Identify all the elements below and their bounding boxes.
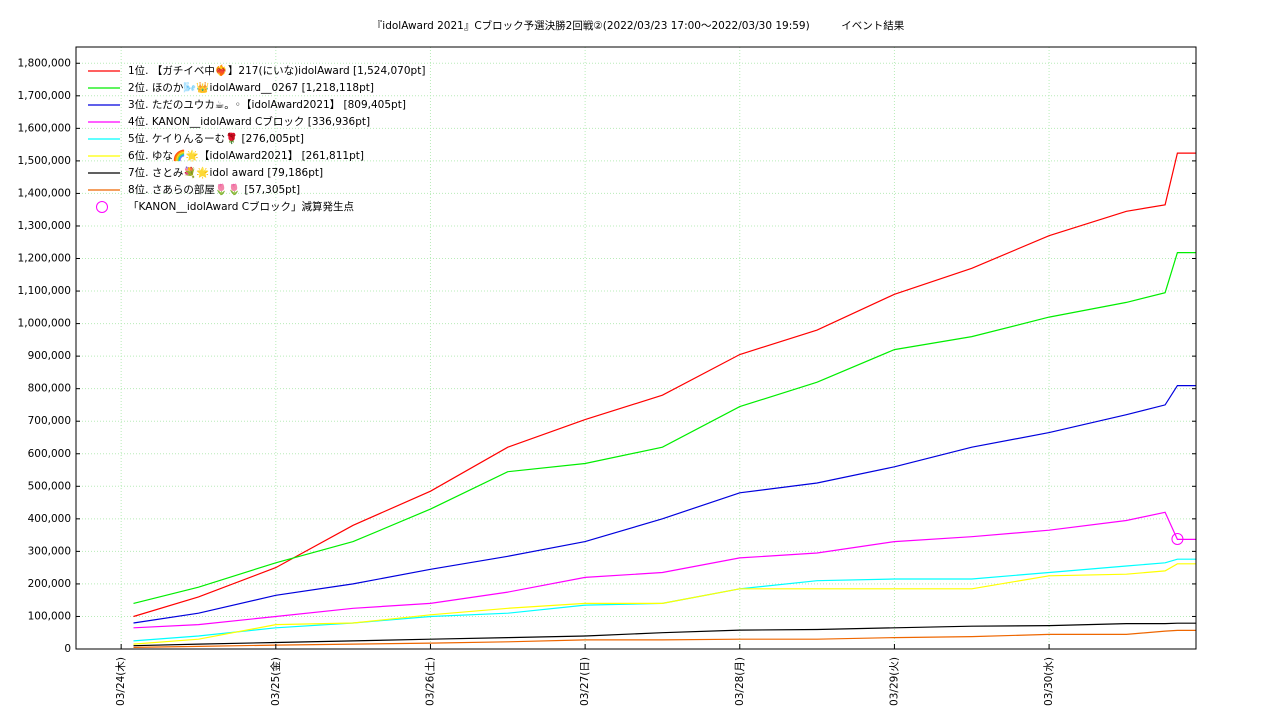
legend-label: 4位. KANON__idolAward Cブロック [336,936pt]	[128, 115, 370, 128]
y-tick-label: 1,500,000	[18, 155, 71, 167]
legend: 1位. 【ガチイベ中❤️‍🔥】217(にいな)idolAward [1,524,…	[88, 64, 425, 213]
legend-label: 1位. 【ガチイベ中❤️‍🔥】217(にいな)idolAward [1,524,…	[128, 64, 425, 77]
series-line	[133, 252, 1196, 604]
x-tick-label: 03/29(火)	[888, 657, 900, 706]
y-tick-label: 1,800,000	[18, 57, 71, 69]
legend-label: 8位. さあらの部屋🌷🌷 [57,305pt]	[128, 183, 300, 196]
x-tick-label: 03/30(水)	[1043, 657, 1055, 706]
lines	[133, 152, 1196, 648]
legend-label: 2位. ほのか🌬️👑idolAward__0267 [1,218,118pt]	[128, 81, 374, 94]
legend-label: 5位. ケイりんるーむ🌹 [276,005pt]	[128, 132, 304, 145]
legend-marker	[96, 201, 108, 213]
x-tick-label: 03/28(月)	[734, 657, 746, 706]
y-tick-label: 400,000	[28, 513, 71, 525]
y-tick-label: 0	[64, 643, 71, 655]
y-tick-label: 1,200,000	[18, 253, 71, 265]
x-tick-label: 03/25(金)	[269, 657, 282, 706]
y-tick-label: 1,400,000	[18, 187, 71, 199]
legend-label: 3位. ただのユウカ☕。◦【idolAward2021】 [809,405pt]	[128, 98, 406, 111]
chart-title: 『idolAward 2021』Cブロック予選決勝2回戦②(2022/03/23…	[372, 19, 905, 32]
y-tick-label: 200,000	[28, 578, 71, 590]
series-line	[133, 563, 1196, 645]
y-tick-label: 800,000	[28, 383, 71, 395]
y-tick-label: 1,600,000	[18, 122, 71, 134]
y-tick-label: 1,000,000	[18, 318, 71, 330]
x-tick-label: 03/24(木)	[115, 657, 127, 706]
axes: 0 100,000 200,000 300,000 400,000 500,000 600,…	[18, 57, 1196, 706]
x-tick-label: 03/27(日)	[579, 657, 591, 706]
y-tick-label: 700,000	[28, 415, 71, 427]
series-line	[133, 152, 1196, 618]
y-tick-label: 1,100,000	[18, 285, 71, 297]
legend-label: 6位. ゆな🌈🌟【idolAward2021】 [261,811pt]	[128, 149, 364, 162]
series-line	[133, 629, 1196, 648]
x-tick-label: 03/26(土)	[423, 657, 436, 706]
y-tick-label: 600,000	[28, 448, 71, 460]
y-tick-label: 500,000	[28, 480, 71, 492]
series-line	[133, 511, 1196, 629]
plot-frame	[75, 46, 1197, 650]
series-line	[133, 622, 1196, 647]
annotation-marker	[1171, 533, 1184, 546]
grid	[76, 47, 1196, 650]
y-tick-label: 100,000	[28, 610, 71, 622]
legend-label: 「KANON__idolAward Cブロック」減算発生点	[128, 200, 354, 213]
series-line	[133, 385, 1196, 624]
legend-label: 7位. さとみ💐🌟idol award [79,186pt]	[128, 166, 323, 179]
y-tick-label: 1,700,000	[18, 90, 71, 102]
y-tick-label: 900,000	[28, 350, 71, 362]
y-tick-label: 300,000	[28, 545, 71, 557]
y-tick-label: 1,300,000	[18, 220, 71, 232]
